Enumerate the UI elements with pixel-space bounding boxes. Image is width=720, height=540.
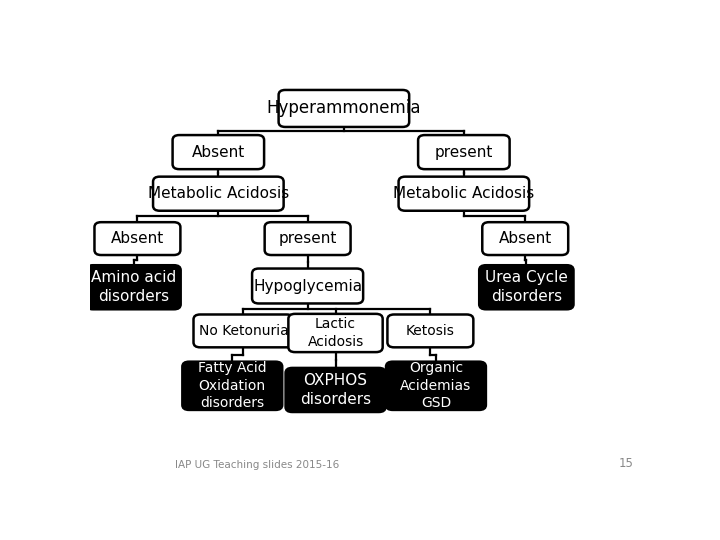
Text: Fatty Acid
Oxidation
disorders: Fatty Acid Oxidation disorders [198,361,266,410]
FancyBboxPatch shape [482,222,568,255]
Text: IAP UG Teaching slides 2015-16: IAP UG Teaching slides 2015-16 [175,460,340,470]
FancyBboxPatch shape [480,265,574,309]
FancyBboxPatch shape [399,177,529,211]
Text: Absent: Absent [499,231,552,246]
FancyBboxPatch shape [387,314,473,347]
Text: Ketosis: Ketosis [406,324,455,338]
FancyBboxPatch shape [279,90,409,127]
FancyBboxPatch shape [252,268,363,303]
Text: Urea Cycle
disorders: Urea Cycle disorders [485,271,568,304]
FancyBboxPatch shape [182,362,282,410]
FancyBboxPatch shape [418,135,510,169]
FancyBboxPatch shape [265,222,351,255]
Text: Metabolic Acidosis: Metabolic Acidosis [148,186,289,201]
Text: present: present [435,145,493,160]
Text: Metabolic Acidosis: Metabolic Acidosis [393,186,534,201]
Text: Hyperammonemia: Hyperammonemia [266,99,421,118]
FancyBboxPatch shape [194,314,293,347]
FancyBboxPatch shape [94,222,181,255]
Text: Organic
Acidemias
GSD: Organic Acidemias GSD [400,361,472,410]
Text: OXPHOS
disorders: OXPHOS disorders [300,373,371,407]
Text: Absent: Absent [111,231,164,246]
Text: Lactic
Acidosis: Lactic Acidosis [307,318,364,349]
Text: present: present [279,231,337,246]
Text: Amino acid
disorders: Amino acid disorders [91,271,176,304]
FancyBboxPatch shape [86,265,181,309]
Text: No Ketonuria: No Ketonuria [199,324,288,338]
Text: 15: 15 [618,457,633,470]
FancyBboxPatch shape [173,135,264,169]
Text: Hypoglycemia: Hypoglycemia [253,279,362,294]
FancyBboxPatch shape [286,368,385,412]
FancyBboxPatch shape [289,314,382,352]
Text: Absent: Absent [192,145,245,160]
FancyBboxPatch shape [153,177,284,211]
FancyBboxPatch shape [386,362,486,410]
